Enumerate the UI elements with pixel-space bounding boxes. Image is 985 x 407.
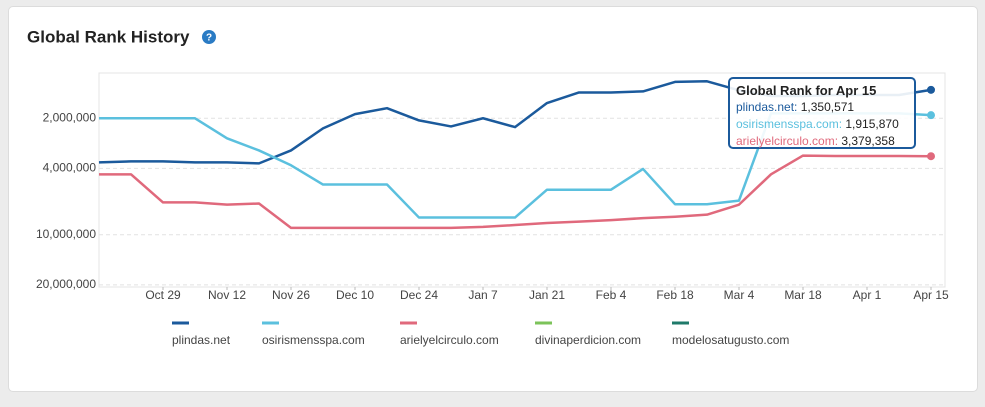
- help-icon-glyph: ?: [206, 33, 212, 44]
- legend-label: modelosatugusto.com: [672, 333, 789, 347]
- x-tick-label: Jan 7: [468, 288, 498, 302]
- tooltip-series: osirismensspa.com: [736, 117, 845, 131]
- tooltip-value: 1,350,571: [800, 100, 855, 114]
- tooltip-row: osirismensspa.com1,915,870: [736, 116, 908, 133]
- x-tick-label: Jan 21: [529, 288, 565, 302]
- x-tick-label: Mar 18: [784, 288, 822, 302]
- end-point: [927, 111, 935, 120]
- x-tick-label: Feb 18: [656, 288, 694, 302]
- x-tick-label: Apr 1: [853, 288, 882, 302]
- y-tick-label: 2,000,000: [43, 110, 97, 124]
- x-tick-label: Mar 4: [724, 288, 755, 302]
- tooltip-series: arielyelcirculo.com: [736, 134, 841, 148]
- tooltip-series: plindas.net: [736, 100, 801, 114]
- x-tick-label: Feb 4: [596, 288, 627, 302]
- y-tick-label: 20,000,000: [36, 277, 96, 291]
- tooltip-value: 3,379,358: [841, 134, 895, 148]
- x-tick-label: Nov 26: [272, 288, 310, 302]
- x-tick-label: Oct 29: [145, 288, 181, 302]
- help-icon[interactable]: [202, 30, 216, 44]
- tooltip-title: Global Rank for Apr 15: [736, 83, 877, 98]
- legend-label: plindas.net: [172, 333, 231, 347]
- tooltip-row: arielyelcirculo.com3,379,358: [736, 133, 908, 150]
- tooltip-value: 1,915,870: [845, 117, 899, 131]
- chart-title: Global Rank History: [27, 27, 190, 46]
- tooltip-row: plindas.net1,350,571: [736, 99, 908, 116]
- end-point: [927, 152, 935, 161]
- x-tick-label: Apr 15: [913, 288, 949, 302]
- y-tick-label: 4,000,000: [43, 161, 97, 175]
- legend-label: osirismensspa.com: [262, 333, 365, 347]
- legend-label: arielyelcirculo.com: [400, 333, 499, 347]
- y-tick-label: 10,000,000: [36, 227, 96, 241]
- series-line: [99, 154, 932, 230]
- x-tick-label: Nov 12: [208, 288, 246, 302]
- x-tick-label: Dec 24: [400, 288, 438, 302]
- tooltip: Global Rank for Apr 15 plindas.net1,350,…: [728, 77, 916, 149]
- legend-label: divinaperdicion.com: [535, 333, 641, 347]
- x-tick-label: Dec 10: [336, 288, 374, 302]
- end-point: [927, 85, 935, 94]
